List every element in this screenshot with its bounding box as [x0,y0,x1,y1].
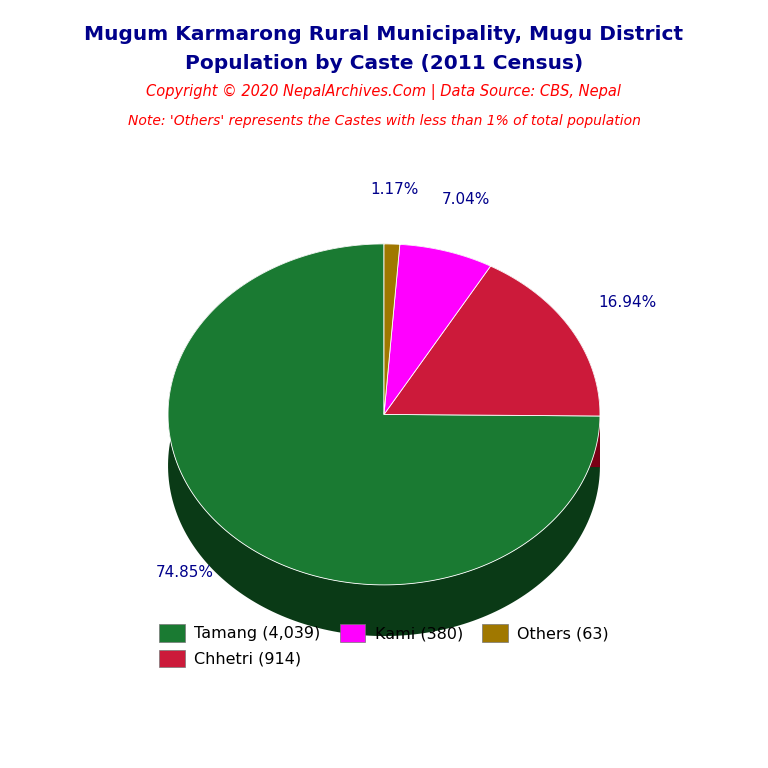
Polygon shape [384,266,491,465]
Text: Note: 'Others' represents the Castes with less than 1% of total population: Note: 'Others' represents the Castes wit… [127,114,641,127]
Polygon shape [384,244,491,415]
Polygon shape [384,266,491,465]
Text: 16.94%: 16.94% [598,295,657,310]
Polygon shape [384,244,400,465]
Polygon shape [168,244,600,585]
Polygon shape [400,244,491,317]
Polygon shape [384,266,600,416]
Text: 74.85%: 74.85% [156,565,214,581]
Polygon shape [384,244,400,296]
Text: Copyright © 2020 NepalArchives.Com | Data Source: CBS, Nepal: Copyright © 2020 NepalArchives.Com | Dat… [147,84,621,101]
Legend: Tamang (4,039), Chhetri (914), Kami (380), Others (63): Tamang (4,039), Chhetri (914), Kami (380… [153,618,615,674]
Polygon shape [168,244,600,636]
Text: 7.04%: 7.04% [442,191,490,207]
Polygon shape [384,415,600,467]
Polygon shape [384,415,600,467]
Text: Population by Caste (2011 Census): Population by Caste (2011 Census) [185,54,583,73]
Text: Mugum Karmarong Rural Municipality, Mugu District: Mugum Karmarong Rural Municipality, Mugu… [84,25,684,44]
Polygon shape [384,244,400,465]
Text: 1.17%: 1.17% [370,182,419,197]
Polygon shape [491,266,600,467]
Polygon shape [384,244,400,415]
